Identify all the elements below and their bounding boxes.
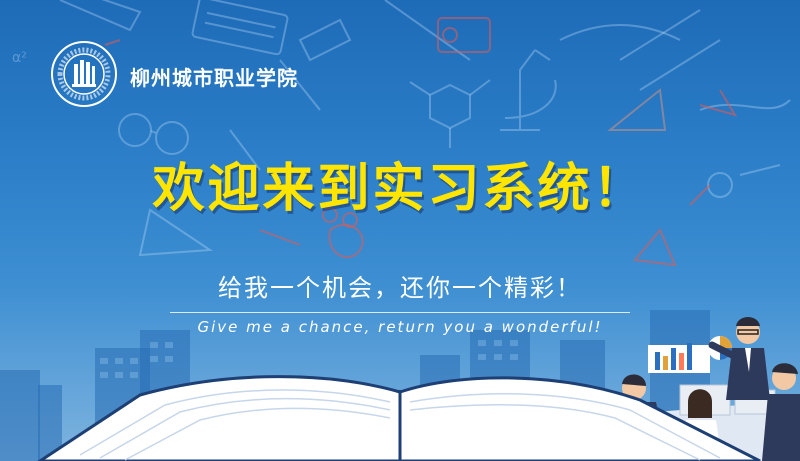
bar-chart-icon [648,343,710,373]
college-logo [50,40,118,108]
welcome-title: 欢迎来到实习系统！ [152,159,648,219]
slogan-english: Give me a chance, return you a wonderful… [197,318,603,336]
slogan-chinese: 给我一个机会，还你一个精彩！ [218,274,582,302]
college-logo-icon [51,41,117,107]
slogan-divider [170,312,630,313]
school-name: 柳州城市职业学院 [130,66,298,90]
team-member-right [762,363,800,461]
open-book-icon [37,375,761,461]
presenter-person [708,317,770,400]
